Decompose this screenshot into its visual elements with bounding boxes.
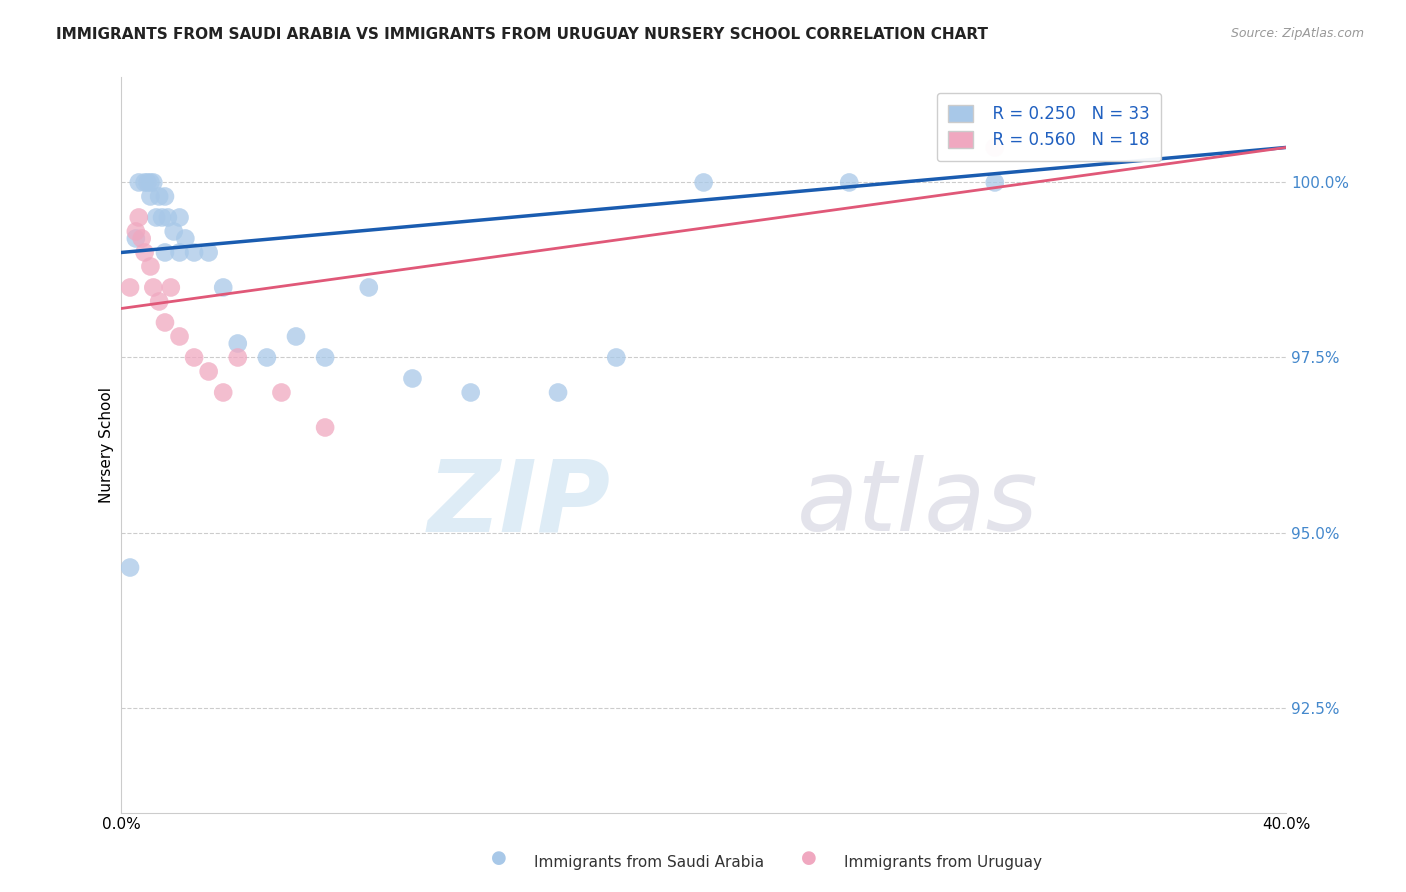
Point [169, 245, 191, 260]
Text: ●: ● [800, 849, 817, 867]
Text: Immigrants from Uruguay: Immigrants from Uruguay [844, 855, 1042, 870]
Point [838, 176, 860, 190]
Point [139, 260, 162, 274]
Text: ZIP: ZIP [427, 455, 610, 552]
Point [183, 351, 205, 365]
Point [156, 211, 179, 225]
Point [125, 231, 148, 245]
Point [139, 189, 162, 203]
Point [314, 420, 336, 434]
Text: atlas: atlas [797, 455, 1039, 552]
Point [118, 280, 141, 294]
Point [128, 211, 150, 225]
Point [212, 385, 235, 400]
Point [139, 176, 162, 190]
Point [134, 245, 156, 260]
Text: Source: ZipAtlas.com: Source: ZipAtlas.com [1230, 27, 1364, 40]
Point [226, 351, 249, 365]
Y-axis label: Nursery School: Nursery School [100, 387, 114, 503]
Point [226, 336, 249, 351]
Point [142, 176, 165, 190]
Point [145, 211, 167, 225]
Point [460, 385, 482, 400]
Point [142, 280, 165, 294]
Point [163, 224, 186, 238]
Point [169, 329, 191, 343]
Point [357, 280, 380, 294]
Point [174, 231, 197, 245]
Point [148, 189, 170, 203]
Point [183, 245, 205, 260]
Point [401, 371, 423, 385]
Point [136, 176, 159, 190]
Text: Immigrants from Saudi Arabia: Immigrants from Saudi Arabia [534, 855, 765, 870]
Point [153, 245, 176, 260]
Point [212, 280, 235, 294]
Point [605, 351, 627, 365]
Point [169, 211, 191, 225]
Point [159, 280, 181, 294]
Point [118, 560, 141, 574]
Legend:   R = 0.250   N = 33,   R = 0.560   N = 18: R = 0.250 N = 33, R = 0.560 N = 18 [936, 93, 1161, 161]
Point [128, 176, 150, 190]
Point [197, 245, 219, 260]
Text: IMMIGRANTS FROM SAUDI ARABIA VS IMMIGRANTS FROM URUGUAY NURSERY SCHOOL CORRELATI: IMMIGRANTS FROM SAUDI ARABIA VS IMMIGRAN… [56, 27, 988, 42]
Text: ●: ● [491, 849, 508, 867]
Point [134, 176, 156, 190]
Point [270, 385, 292, 400]
Point [131, 231, 153, 245]
Point [197, 364, 219, 378]
Point [984, 176, 1007, 190]
Point [256, 351, 278, 365]
Point [984, 140, 1007, 154]
Point [285, 329, 308, 343]
Point [547, 385, 569, 400]
Point [692, 176, 714, 190]
Point [150, 211, 173, 225]
Point [153, 189, 176, 203]
Point [314, 351, 336, 365]
Point [125, 224, 148, 238]
Point [153, 316, 176, 330]
Point [148, 294, 170, 309]
